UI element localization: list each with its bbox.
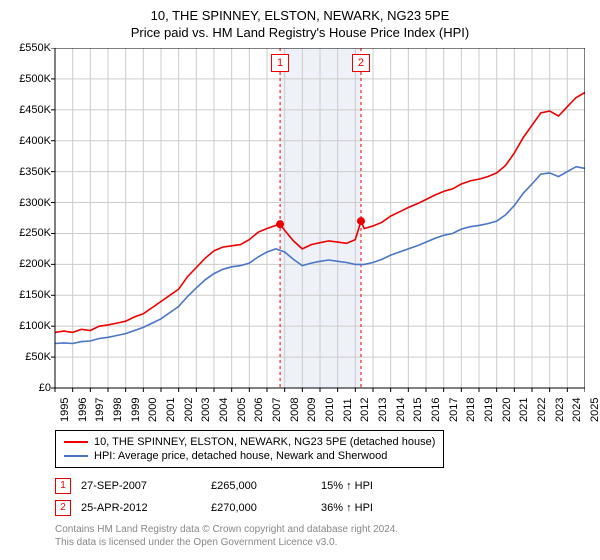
plot-svg [50, 48, 585, 393]
legend-swatch [64, 455, 88, 457]
y-tick-label: £250K [1, 227, 51, 239]
x-tick-label: 1997 [94, 398, 106, 422]
legend: 10, THE SPINNEY, ELSTON, NEWARK, NG23 5P… [55, 430, 444, 468]
y-tick-label: £150K [1, 289, 51, 301]
x-tick-label: 2010 [324, 398, 336, 422]
x-tick-label: 2020 [501, 398, 513, 422]
x-tick-label: 2005 [236, 398, 248, 422]
y-tick-label: £550K [1, 42, 51, 54]
event-line-label: 1 [271, 54, 289, 72]
y-tick-label: £400K [1, 135, 51, 147]
x-tick-label: 2013 [377, 398, 389, 422]
plot-area [55, 48, 585, 388]
x-tick-label: 1996 [77, 398, 89, 422]
y-tick-label: £500K [1, 73, 51, 85]
x-tick-label: 2001 [165, 398, 177, 422]
x-tick-label: 2008 [289, 398, 301, 422]
chart-title-line1: 10, THE SPINNEY, ELSTON, NEWARK, NG23 5P… [0, 0, 600, 23]
x-tick-label: 2024 [571, 398, 583, 422]
x-tick-label: 2004 [218, 398, 230, 422]
transaction-delta: 15% ↑ HPI [321, 480, 441, 492]
x-tick-label: 1999 [130, 398, 142, 422]
footer: Contains HM Land Registry data © Crown c… [55, 524, 398, 549]
x-tick-label: 2014 [395, 398, 407, 422]
x-tick-label: 2009 [306, 398, 318, 422]
x-tick-label: 2016 [430, 398, 442, 422]
x-tick-label: 2011 [342, 398, 354, 422]
x-tick-label: 2017 [448, 398, 460, 422]
y-tick-label: £200K [1, 258, 51, 270]
transaction-price: £270,000 [211, 502, 311, 514]
transaction-delta: 36% ↑ HPI [321, 502, 441, 514]
y-tick-label: £450K [1, 104, 51, 116]
transaction-price: £265,000 [211, 480, 311, 492]
legend-swatch [64, 441, 88, 443]
transaction-date: 27-SEP-2007 [81, 480, 201, 492]
x-tick-label: 1995 [59, 398, 71, 422]
transaction-date: 25-APR-2012 [81, 502, 201, 514]
y-tick-label: £100K [1, 320, 51, 332]
y-tick-label: £350K [1, 166, 51, 178]
x-tick-label: 2022 [536, 398, 548, 422]
legend-item: 10, THE SPINNEY, ELSTON, NEWARK, NG23 5P… [64, 435, 435, 449]
chart-title-line2: Price paid vs. HM Land Registry's House … [0, 23, 600, 44]
legend-label: 10, THE SPINNEY, ELSTON, NEWARK, NG23 5P… [94, 436, 435, 448]
transaction-index: 1 [55, 478, 71, 494]
y-tick-label: £300K [1, 197, 51, 209]
y-tick-label: £50K [1, 351, 51, 363]
x-tick-label: 2023 [554, 398, 566, 422]
x-tick-label: 2019 [483, 398, 495, 422]
x-tick-label: 1998 [112, 398, 124, 422]
x-tick-label: 2025 [589, 398, 600, 422]
transactions-table: 1 27-SEP-2007 £265,000 15% ↑ HPI 2 25-AP… [55, 478, 441, 522]
x-tick-label: 2021 [518, 398, 530, 422]
transaction-row: 2 25-APR-2012 £270,000 36% ↑ HPI [55, 500, 441, 516]
legend-label: HPI: Average price, detached house, Newa… [94, 450, 387, 462]
x-tick-label: 2006 [253, 398, 265, 422]
event-line-label: 2 [352, 54, 370, 72]
footer-line2: This data is licensed under the Open Gov… [55, 537, 398, 550]
x-tick-label: 2012 [359, 398, 371, 422]
x-tick-label: 2018 [465, 398, 477, 422]
x-tick-label: 2002 [183, 398, 195, 422]
x-tick-label: 2003 [200, 398, 212, 422]
x-tick-label: 2000 [147, 398, 159, 422]
transaction-row: 1 27-SEP-2007 £265,000 15% ↑ HPI [55, 478, 441, 494]
x-tick-label: 2007 [271, 398, 283, 422]
chart-container: 10, THE SPINNEY, ELSTON, NEWARK, NG23 5P… [0, 0, 600, 560]
y-tick-label: £0 [1, 382, 51, 394]
transaction-index: 2 [55, 500, 71, 516]
x-tick-label: 2015 [412, 398, 424, 422]
legend-item: HPI: Average price, detached house, Newa… [64, 449, 435, 463]
footer-line1: Contains HM Land Registry data © Crown c… [55, 524, 398, 537]
